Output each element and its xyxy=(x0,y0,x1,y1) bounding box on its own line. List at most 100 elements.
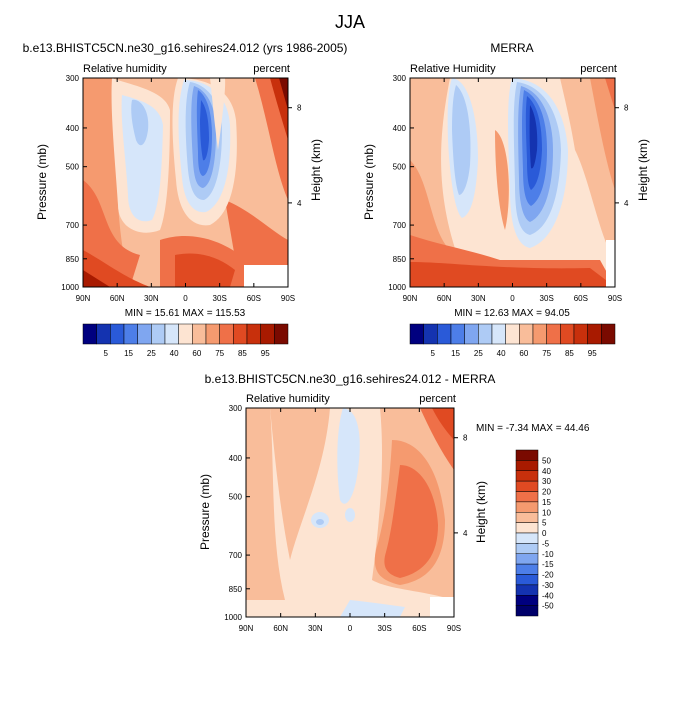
panel-model-colorbar-swatch xyxy=(82,323,97,345)
panel-merra-colorbar-swatch xyxy=(546,323,561,345)
panel-diff-colorbar-label: 30 xyxy=(542,477,551,486)
panel-model-field xyxy=(83,78,288,287)
panel-model-ytick-right-label: 4 xyxy=(297,199,302,208)
panel-diff-colorbar-label: 50 xyxy=(542,456,551,465)
panel-diff-xtick-label: 90N xyxy=(239,624,254,633)
panel-diff-xtick-label: 90S xyxy=(447,624,461,633)
panel-merra-colorbar-swatch xyxy=(437,323,452,345)
panel-merra-left-label: Relative Humidity xyxy=(410,63,496,75)
panel-model-colorbar-swatch xyxy=(164,323,179,345)
panel-merra-colorbar-label: 60 xyxy=(519,349,528,358)
panel-merra-ylabel: Pressure (mb) xyxy=(362,144,376,220)
panel-merra-ticks: 90N 60N 30N 0 30S 60S 90S 300 400 500 700 850 1000 8 4 xyxy=(388,74,629,303)
panel-model-ytick-label: 500 xyxy=(66,163,80,172)
panel-diff-right-label: percent xyxy=(419,393,456,405)
panel-diff-colorbar-label: -30 xyxy=(542,581,554,590)
panel-model-colorbar-swatch xyxy=(260,323,275,345)
panel-model-ylabel: Pressure (mb) xyxy=(35,144,49,220)
panel-model-colorbar-swatch xyxy=(178,323,193,345)
panel-model-ytick-label: 700 xyxy=(66,221,80,230)
panel-model-xtick-label: 60S xyxy=(247,294,261,303)
panel-merra-xtick-label: 30S xyxy=(540,294,554,303)
panel-model-colorbar-label: 95 xyxy=(261,349,270,358)
panel-diff-colorbar-swatch xyxy=(515,460,539,471)
panel-merra-xtick-label: 60S xyxy=(574,294,588,303)
panel-diff-ytick-label: 1000 xyxy=(224,613,242,622)
panel-merra: MERRA Relative Humidity percent 90N 60N 30… xyxy=(362,41,650,358)
panel-model-colorbar-swatch xyxy=(274,323,289,345)
panel-diff-colorbar-swatch xyxy=(515,553,539,565)
panel-merra-colorbar-label: 15 xyxy=(451,349,460,358)
panel-merra-ytick-right-label: 4 xyxy=(624,199,629,208)
panel-merra-colorbar-swatch xyxy=(409,323,424,345)
panel-diff-colorbar-swatch xyxy=(515,512,539,523)
panel-model-right-label: percent xyxy=(253,63,290,75)
panel-model-ytick-label: 1000 xyxy=(61,283,79,292)
panel-model-xtick-label: 0 xyxy=(183,294,188,303)
panel-diff-colorbar-label: -50 xyxy=(542,602,554,611)
panel-merra-colorbar-swatch xyxy=(601,323,616,345)
panel-diff-colorbar-label: 10 xyxy=(542,508,551,517)
panel-diff-colorbar-swatch xyxy=(515,605,539,617)
panel-merra-colorbar-swatch xyxy=(519,323,534,345)
panel-diff-ytick-label: 500 xyxy=(229,493,243,502)
panel-diff-ticks: 90N 60N 30N 0 30S 60S 90S 300 400 500 700 850 1000 8 4 xyxy=(224,404,468,633)
panel-diff-colorbar-label: 20 xyxy=(542,488,551,497)
panel-diff-colorbar-swatch xyxy=(515,563,539,575)
panel-merra-colorbar-swatch xyxy=(587,323,602,345)
panel-diff-left-label: Relative humidity xyxy=(246,393,330,405)
panel-merra-ytick-label: 1000 xyxy=(388,283,406,292)
panel-diff-ytick-label: 700 xyxy=(229,551,243,560)
panel-diff-colorbar-label: -5 xyxy=(542,539,550,548)
panel-model-ytick-label: 300 xyxy=(66,74,80,83)
panel-merra-ytick-label: 300 xyxy=(393,74,407,83)
panel-model-xtick-label: 90N xyxy=(76,294,91,303)
panel-diff-colorbar-swatch xyxy=(515,480,539,492)
panel-diff-xtick-label: 30S xyxy=(378,624,392,633)
page-title: JJA xyxy=(335,12,365,32)
panel-model-xtick-label: 90S xyxy=(281,294,295,303)
panel-merra-colorbar-swatch xyxy=(532,323,547,345)
panel-diff-colorbar-swatch xyxy=(515,543,539,554)
panel-merra-colorbar-label: 95 xyxy=(588,349,597,358)
panel-merra-colorbar-label: 85 xyxy=(565,349,574,358)
panel-merra-ytick-right-label: 8 xyxy=(624,104,629,113)
panel-model-colorbar-label: 60 xyxy=(192,349,201,358)
panel-merra-colorbar-swatch xyxy=(560,323,575,345)
panel-model-ytick-right-label: 8 xyxy=(297,104,302,113)
panel-model-ytick-label: 850 xyxy=(66,255,80,264)
panel-model: b.e13.BHISTC5CN.ne30_g16.sehires24.012 (… xyxy=(23,41,348,358)
panel-merra-ylabel-right: Height (km) xyxy=(636,139,650,201)
panel-merra-colorbar-swatch xyxy=(573,323,588,345)
panel-model-colorbar-label: 85 xyxy=(238,349,247,358)
panel-merra-colorbar-swatch xyxy=(478,323,493,345)
panel-merra-colorbar-label: 25 xyxy=(474,349,483,358)
panel-diff-colorbar-swatch xyxy=(515,449,539,461)
panel-model-ylabel-right: Height (km) xyxy=(309,139,323,201)
panel-diff-colorbar-label: 40 xyxy=(542,467,551,476)
panel-model-colorbar-swatch xyxy=(219,323,234,345)
panel-diff-colorbar-label: -15 xyxy=(542,560,554,569)
panel-model-colorbar-swatch xyxy=(96,323,111,345)
panel-diff-field xyxy=(246,408,454,617)
panel-diff-xtick-label: 30N xyxy=(308,624,323,633)
panel-model-ticks: 90N 60N 30N 0 30S 60S 90S 300 400 500 700 850 1000 8 4 xyxy=(61,74,302,303)
panel-diff: b.e13.BHISTC5CN.ne30_g16.sehires24.012 -… xyxy=(198,372,590,633)
panel-diff-colorbar-label: 0 xyxy=(542,529,547,538)
panel-model-colorbar-label: 25 xyxy=(147,349,156,358)
panel-model-colorbar-label: 40 xyxy=(170,349,179,358)
panel-diff-colorbar-label: -40 xyxy=(542,591,554,600)
panel-diff-colorbar-swatch xyxy=(515,595,539,606)
panel-merra-xtick-label: 60N xyxy=(437,294,452,303)
panel-diff-ytick-label: 400 xyxy=(229,454,243,463)
panel-merra-colorbar-swatch xyxy=(464,323,479,345)
panel-diff-colorbar-swatch xyxy=(515,532,539,544)
panel-diff-xtick-label: 60N xyxy=(273,624,288,633)
panel-diff-ytick-right-label: 8 xyxy=(463,434,468,443)
panel-merra-xtick-label: 30N xyxy=(471,294,486,303)
panel-diff-stats: MIN = -7.34 MAX = 44.46 xyxy=(476,423,590,434)
panel-merra-field xyxy=(410,78,615,287)
panel-diff-title: b.e13.BHISTC5CN.ne30_g16.sehires24.012 -… xyxy=(205,372,496,386)
panel-merra-colorbar-swatch xyxy=(450,323,465,345)
